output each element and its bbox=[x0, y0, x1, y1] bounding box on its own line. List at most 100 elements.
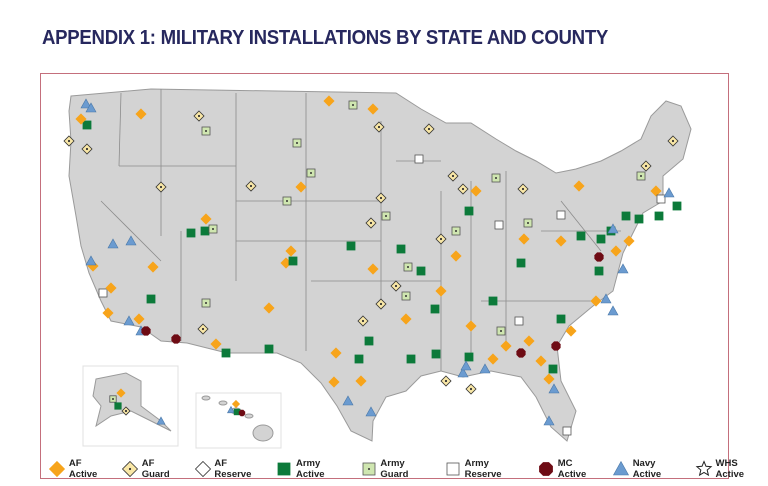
installation-marker-afa[interactable] bbox=[650, 185, 662, 197]
installation-marker-armg[interactable] bbox=[109, 395, 117, 403]
installation-marker-arma[interactable] bbox=[576, 231, 586, 241]
installation-marker-afg[interactable] bbox=[440, 375, 452, 387]
installation-marker-afg[interactable] bbox=[375, 298, 387, 310]
installation-marker-arma[interactable] bbox=[221, 348, 231, 358]
installation-marker-mc[interactable] bbox=[141, 326, 151, 336]
installation-marker-afa[interactable] bbox=[367, 263, 379, 275]
installation-marker-arma[interactable] bbox=[548, 364, 558, 374]
installation-marker-armg[interactable] bbox=[348, 100, 358, 110]
installation-marker-afa[interactable] bbox=[147, 261, 159, 273]
installation-marker-armg[interactable] bbox=[282, 196, 292, 206]
installation-marker-mc[interactable] bbox=[516, 348, 526, 358]
installation-marker-afa[interactable] bbox=[565, 325, 577, 337]
installation-marker-arma[interactable] bbox=[634, 214, 644, 224]
installation-marker-afa[interactable] bbox=[105, 282, 117, 294]
installation-marker-afa[interactable] bbox=[590, 295, 602, 307]
installation-marker-navy[interactable] bbox=[548, 383, 560, 394]
installation-marker-arma[interactable] bbox=[346, 241, 356, 251]
installation-marker-afg[interactable] bbox=[447, 170, 459, 182]
installation-marker-afa[interactable] bbox=[465, 320, 477, 332]
installation-marker-arma[interactable] bbox=[594, 266, 604, 276]
installation-marker-afa[interactable] bbox=[102, 307, 114, 319]
installation-marker-afa[interactable] bbox=[435, 285, 447, 297]
installation-marker-afa[interactable] bbox=[75, 113, 87, 125]
installation-marker-afg[interactable] bbox=[81, 143, 93, 155]
installation-marker-navy[interactable] bbox=[457, 367, 469, 378]
installation-marker-afg[interactable] bbox=[357, 315, 369, 327]
installation-marker-mc[interactable] bbox=[171, 334, 181, 344]
installation-marker-arma[interactable] bbox=[406, 354, 416, 364]
installation-marker-mc[interactable] bbox=[551, 341, 561, 351]
installation-marker-navy[interactable] bbox=[123, 315, 135, 326]
installation-marker-afa[interactable] bbox=[518, 233, 530, 245]
installation-marker-armg[interactable] bbox=[491, 173, 501, 183]
installation-marker-armr[interactable] bbox=[494, 220, 504, 230]
installation-marker-afa[interactable] bbox=[470, 185, 482, 197]
installation-marker-arma[interactable] bbox=[82, 120, 92, 130]
installation-marker-armg[interactable] bbox=[292, 138, 302, 148]
installation-marker-arma[interactable] bbox=[354, 354, 364, 364]
installation-marker-arma[interactable] bbox=[596, 234, 606, 244]
installation-marker-afa[interactable] bbox=[263, 302, 275, 314]
installation-marker-afa[interactable] bbox=[210, 338, 222, 350]
installation-marker-armg[interactable] bbox=[496, 326, 506, 336]
installation-marker-arma[interactable] bbox=[556, 314, 566, 324]
installation-marker-navy[interactable] bbox=[125, 235, 137, 246]
installation-marker-afa[interactable] bbox=[133, 313, 145, 325]
installation-marker-afa[interactable] bbox=[295, 181, 307, 193]
installation-marker-afg[interactable] bbox=[63, 135, 75, 147]
installation-marker-armg[interactable] bbox=[201, 298, 211, 308]
installation-marker-navy[interactable] bbox=[365, 406, 377, 417]
installation-marker-arma[interactable] bbox=[464, 352, 474, 362]
installation-marker-afa[interactable] bbox=[355, 375, 367, 387]
installation-marker-afa[interactable] bbox=[200, 213, 212, 225]
installation-marker-armg[interactable] bbox=[306, 168, 316, 178]
installation-marker-arma[interactable] bbox=[186, 228, 196, 238]
installation-marker-arma[interactable] bbox=[200, 226, 210, 236]
installation-marker-navy[interactable] bbox=[85, 255, 97, 266]
installation-marker-navy[interactable] bbox=[156, 416, 166, 425]
installation-marker-navy[interactable] bbox=[226, 405, 236, 414]
installation-marker-navy[interactable] bbox=[617, 263, 629, 274]
installation-marker-afg[interactable] bbox=[640, 160, 652, 172]
installation-marker-afa[interactable] bbox=[623, 235, 635, 247]
installation-marker-arma[interactable] bbox=[431, 349, 441, 359]
installation-marker-navy[interactable] bbox=[607, 305, 619, 316]
installation-marker-armr[interactable] bbox=[98, 288, 108, 298]
installation-marker-afg[interactable] bbox=[373, 121, 385, 133]
installation-marker-afa[interactable] bbox=[555, 235, 567, 247]
installation-marker-arma[interactable] bbox=[464, 206, 474, 216]
installation-marker-afa[interactable] bbox=[400, 313, 412, 325]
installation-marker-afg[interactable] bbox=[375, 192, 387, 204]
installation-marker-armg[interactable] bbox=[636, 171, 646, 181]
installation-marker-afa[interactable] bbox=[523, 335, 535, 347]
installation-marker-afa[interactable] bbox=[487, 353, 499, 365]
installation-marker-navy[interactable] bbox=[479, 363, 491, 374]
installation-marker-armg[interactable] bbox=[403, 262, 413, 272]
installation-marker-afg[interactable] bbox=[667, 135, 679, 147]
installation-marker-mc[interactable] bbox=[238, 409, 246, 417]
installation-marker-afg[interactable] bbox=[365, 217, 377, 229]
installation-marker-afg[interactable] bbox=[465, 383, 477, 395]
installation-marker-afa[interactable] bbox=[285, 245, 297, 257]
installation-marker-afa[interactable] bbox=[543, 373, 555, 385]
installation-marker-afa[interactable] bbox=[116, 388, 126, 398]
installation-marker-navy[interactable] bbox=[600, 293, 612, 304]
installation-marker-armr[interactable] bbox=[656, 194, 666, 204]
installation-marker-afg[interactable] bbox=[155, 181, 167, 193]
installation-marker-afg[interactable] bbox=[197, 323, 209, 335]
installation-marker-afg[interactable] bbox=[245, 180, 257, 192]
installation-marker-arma[interactable] bbox=[672, 201, 682, 211]
installation-marker-arma[interactable] bbox=[416, 266, 426, 276]
installation-marker-armg[interactable] bbox=[208, 224, 218, 234]
installation-marker-afa[interactable] bbox=[500, 340, 512, 352]
installation-marker-mc[interactable] bbox=[594, 252, 604, 262]
installation-marker-afg[interactable] bbox=[423, 123, 435, 135]
installation-marker-afa[interactable] bbox=[231, 399, 241, 409]
installation-marker-afg[interactable] bbox=[457, 183, 469, 195]
installation-marker-arma[interactable] bbox=[264, 344, 274, 354]
installation-marker-arma[interactable] bbox=[488, 296, 498, 306]
installation-marker-afa[interactable] bbox=[573, 180, 585, 192]
installation-marker-arma[interactable] bbox=[288, 256, 298, 266]
installation-marker-armg[interactable] bbox=[451, 226, 461, 236]
